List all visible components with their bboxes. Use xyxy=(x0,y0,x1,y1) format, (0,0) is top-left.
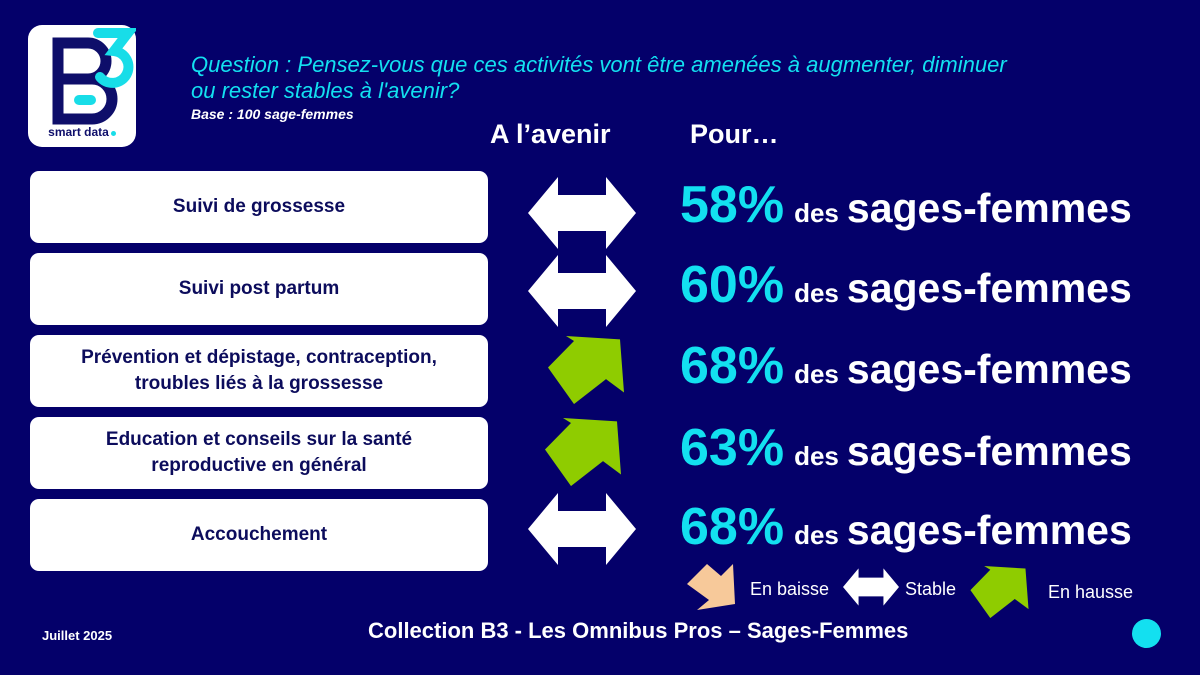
percent-value: 60% xyxy=(680,256,785,314)
question-text: Question : Pensez-vous que ces activités… xyxy=(191,52,1007,103)
target-label: sages-femmes xyxy=(846,428,1132,474)
percent-row: 68% des sages-femmes xyxy=(680,497,1132,567)
activity-box: Accouchement xyxy=(30,499,488,571)
header-avenir: A l’avenir xyxy=(490,119,611,149)
activity-box: Prévention et dépistage, contraception, … xyxy=(30,335,488,407)
b3-logo-mark xyxy=(52,28,136,125)
des-label: des xyxy=(794,441,839,471)
des-label: des xyxy=(794,278,839,308)
des-label: des xyxy=(794,359,839,389)
percent-value: 63% xyxy=(680,419,785,477)
up-arrow-icon xyxy=(545,418,621,486)
legend-down: En baisse xyxy=(750,579,830,599)
stable-arrow-icon xyxy=(528,493,636,565)
stable-arrow-icon xyxy=(528,255,636,327)
legend-up: En hausse xyxy=(1048,582,1134,602)
percent-row: 68% des sages-femmes xyxy=(680,336,1132,406)
des-label: des xyxy=(794,198,839,228)
percent-row: 58% des sages-femmes xyxy=(680,175,1132,245)
des-label: des xyxy=(794,520,839,550)
percent-value: 58% xyxy=(680,176,785,234)
up-arrow-icon xyxy=(970,566,1029,618)
up-arrow-icon xyxy=(548,336,624,404)
legend-stable: Stable xyxy=(905,579,957,599)
activity-box: Suivi post partum xyxy=(30,253,488,325)
stable-arrow-icon xyxy=(843,568,899,606)
logo-text: smart data xyxy=(28,125,136,139)
percent-row: 63% des sages-femmes xyxy=(680,418,1132,488)
percent-row: 60% des sages-femmes xyxy=(680,255,1132,325)
down-arrow-icon xyxy=(687,564,735,610)
base-text: Base : 100 sage-femmes xyxy=(191,106,354,122)
percent-value: 68% xyxy=(680,337,785,395)
b3-logo: smart data xyxy=(28,25,136,147)
footer-date: Juillet 2025 xyxy=(42,628,113,643)
stable-arrow-icon xyxy=(528,177,636,249)
target-label: sages-femmes xyxy=(846,346,1132,392)
percent-value: 68% xyxy=(680,498,785,556)
target-label: sages-femmes xyxy=(846,265,1132,311)
header-pour: Pour… xyxy=(690,119,779,149)
footer-collection: Collection B3 - Les Omnibus Pros – Sages… xyxy=(368,618,909,643)
target-label: sages-femmes xyxy=(846,507,1132,553)
target-label: sages-femmes xyxy=(846,185,1132,231)
accent-dot xyxy=(1132,619,1161,648)
activity-box: Education et conseils sur la santé repro… xyxy=(30,417,488,489)
activity-box: Suivi de grossesse xyxy=(30,171,488,243)
